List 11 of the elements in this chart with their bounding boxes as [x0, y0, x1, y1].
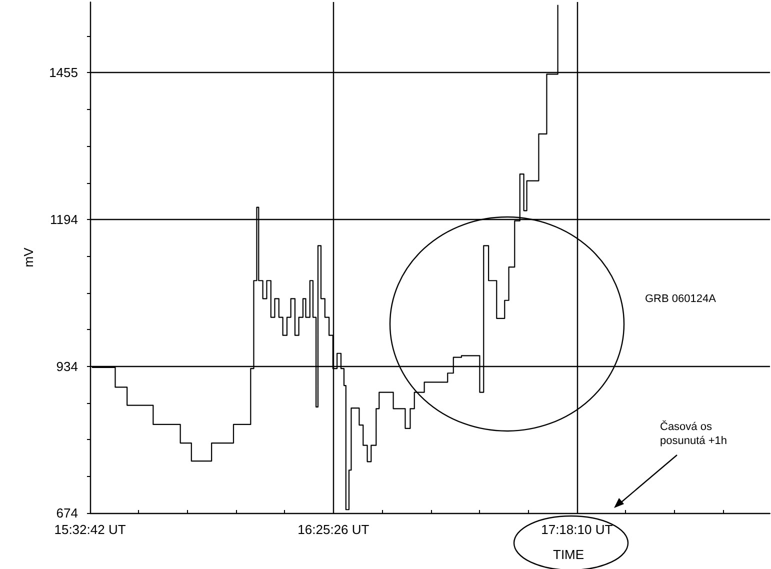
y-tick-label: 1455: [49, 65, 78, 80]
y-tick-label: 1194: [50, 212, 78, 228]
annotation: Časová os posunutá +1h: [660, 420, 727, 447]
x-axis-title: TIME: [553, 547, 584, 562]
y-tick-label: 674: [56, 506, 78, 520]
x-tick-label: 17:18:10 UT: [541, 522, 613, 537]
x-tick-label: 15:32:42 UT: [54, 522, 126, 537]
x-tick-label: 16:25:26 UT: [298, 522, 370, 537]
y-axis-title: mV: [21, 247, 36, 268]
annotation: GRB 060124A: [645, 293, 717, 305]
y-tick-label: 934: [56, 358, 78, 374]
